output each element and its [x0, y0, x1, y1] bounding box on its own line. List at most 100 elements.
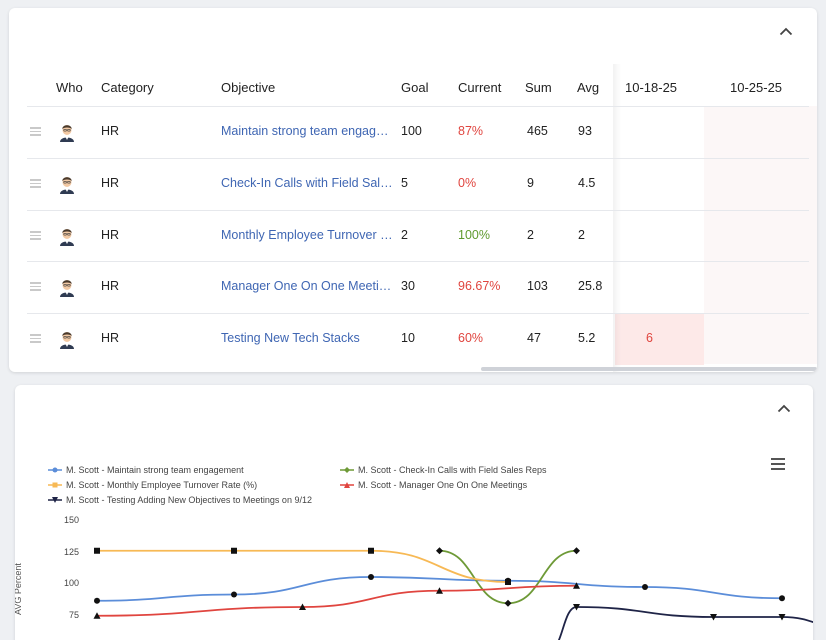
data-point[interactable] [573, 582, 580, 589]
data-point[interactable] [94, 547, 100, 554]
drag-handle-icon[interactable] [30, 179, 41, 190]
avg-cell: 25.8 [578, 279, 603, 293]
collapse-chart-button[interactable] [773, 397, 795, 419]
avatar-icon[interactable] [58, 174, 76, 194]
drag-handle-icon[interactable] [30, 231, 41, 242]
legend-line-marker-icon [48, 482, 62, 488]
data-point[interactable] [573, 604, 580, 611]
data-point[interactable] [642, 584, 648, 590]
chevron-up-icon [777, 404, 791, 412]
objective-link[interactable]: Testing New Tech Stacks [221, 331, 360, 345]
legend-label: M. Scott - Check-In Calls with Field Sal… [358, 465, 547, 475]
objective-link[interactable]: Monthly Employee Turnover Rate (%) [221, 228, 395, 242]
series-line [557, 606, 813, 640]
current-percent-cell: 0% [458, 176, 477, 190]
data-point[interactable] [368, 547, 374, 554]
goal-cell: 30 [401, 279, 415, 293]
sum-cell: 465 [527, 124, 548, 138]
goal-cell: 10 [401, 331, 415, 345]
row-divider [27, 261, 809, 262]
series-line [439, 549, 577, 605]
goal-cell: 2 [401, 228, 408, 242]
data-point[interactable] [299, 603, 306, 611]
series-line [96, 576, 783, 602]
header-objective[interactable]: Objective [221, 80, 276, 95]
goal-cell: 5 [401, 176, 408, 190]
header-goal[interactable]: Goal [401, 80, 429, 95]
category-cell: HR [101, 331, 120, 345]
avg-cell: 4.5 [578, 176, 596, 190]
legend-item[interactable]: M. Scott - Monthly Employee Turnover Rat… [48, 480, 257, 490]
avatar-icon[interactable] [58, 329, 76, 349]
legend-item[interactable]: M. Scott - Maintain strong team engageme… [48, 465, 244, 475]
y-tick-label: 100 [63, 578, 79, 588]
sum-cell: 103 [527, 279, 548, 293]
legend-line-marker-icon [48, 467, 62, 473]
legend-label: M. Scott - Testing Adding New Objectives… [66, 495, 312, 505]
collapse-table-button[interactable] [775, 20, 797, 42]
sum-cell: 2 [527, 228, 534, 242]
legend-item[interactable]: M. Scott - Check-In Calls with Field Sal… [340, 465, 547, 475]
row-divider [27, 158, 809, 159]
current-percent-cell: 96.67% [458, 279, 501, 293]
header-sum[interactable]: Sum [525, 80, 552, 95]
legend-item[interactable]: M. Scott - Manager One On One Meetings [340, 480, 527, 490]
horizontal-scrollbar[interactable] [481, 367, 817, 371]
data-point[interactable] [231, 547, 237, 554]
sum-cell: 47 [527, 331, 541, 345]
y-tick-label: 75 [68, 610, 79, 620]
y-tick-label: 125 [63, 547, 79, 557]
y-tick-label: 150 [63, 515, 79, 525]
category-cell: HR [101, 228, 120, 242]
drag-handle-icon[interactable] [30, 282, 41, 293]
sticky-column-shadow [613, 64, 621, 372]
header-current[interactable]: Current [458, 80, 502, 95]
chart-menu-icon[interactable] [771, 458, 785, 473]
y-axis-label: AVG Percent [15, 563, 23, 615]
data-point[interactable] [710, 614, 717, 621]
avatar-icon[interactable] [58, 122, 76, 142]
data-point[interactable] [231, 591, 237, 598]
header-who[interactable]: Who [56, 80, 83, 95]
drag-handle-icon[interactable] [30, 127, 41, 138]
header-divider [27, 106, 809, 107]
week2-column-shade [704, 106, 817, 364]
data-point[interactable] [573, 547, 580, 555]
avatar-icon[interactable] [58, 226, 76, 246]
data-point[interactable] [505, 579, 511, 585]
legend-line-marker-icon [48, 497, 62, 503]
data-point[interactable] [505, 577, 511, 584]
goal-cell: 100 [401, 124, 422, 138]
category-cell: HR [101, 279, 120, 293]
objective-link[interactable]: Manager One On One Meetings [221, 279, 395, 293]
data-point[interactable] [779, 595, 785, 602]
header-category[interactable]: Category [101, 80, 154, 95]
legend-item[interactable]: M. Scott - Testing Adding New Objectives… [48, 495, 312, 505]
data-point[interactable] [93, 612, 101, 619]
current-percent-cell: 60% [458, 331, 484, 345]
current-percent-cell: 100% [458, 228, 490, 242]
objective-link[interactable]: Maintain strong team engagement [221, 124, 395, 138]
data-point[interactable] [436, 547, 443, 555]
current-percent-cell: 87% [458, 124, 484, 138]
legend-line-marker-icon [340, 482, 354, 488]
sum-cell: 9 [527, 176, 534, 190]
avatar-icon[interactable] [58, 277, 76, 297]
header-week-10-25-25[interactable]: 10-25-25 [730, 80, 783, 95]
data-point[interactable] [436, 587, 443, 594]
data-point[interactable] [778, 614, 786, 621]
legend-label: M. Scott - Manager One On One Meetings [358, 480, 528, 490]
data-point[interactable] [94, 597, 100, 604]
data-point[interactable] [368, 574, 374, 580]
category-cell: HR [101, 176, 120, 190]
week-value-cell[interactable]: 6 [646, 331, 653, 345]
objective-link[interactable]: Check-In Calls with Field Sales Reps [221, 176, 395, 190]
data-point[interactable] [504, 599, 512, 607]
header-avg[interactable]: Avg [577, 80, 600, 95]
drag-handle-icon[interactable] [30, 334, 41, 345]
header-week-10-18-25[interactable]: 10-18-25 [625, 80, 678, 95]
series-line [96, 584, 577, 617]
highlighted-week-cell [615, 313, 704, 365]
series-line [97, 549, 509, 583]
avg-cell: 5.2 [578, 331, 596, 345]
